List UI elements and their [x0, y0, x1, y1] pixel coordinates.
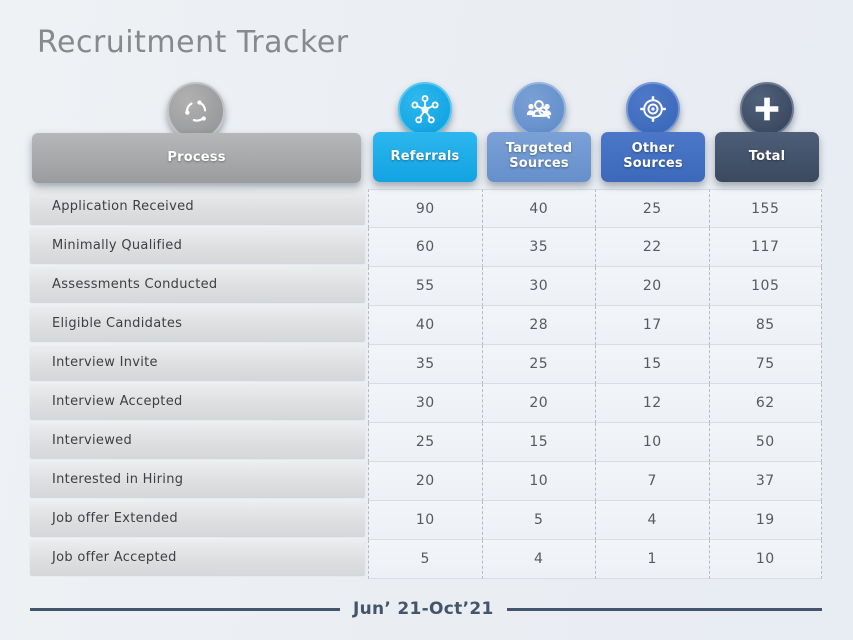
total-icon-circle — [740, 82, 794, 136]
referrals-value: 60 — [368, 228, 482, 267]
process-cell: Interview Accepted — [30, 384, 365, 419]
table-row: Interested in Hiring 20 10 7 37 — [30, 462, 822, 501]
referrals-value: 20 — [368, 462, 482, 501]
process-cycle-icon — [180, 95, 212, 127]
table-row: Job offer Accepted 5 4 1 10 — [30, 540, 822, 579]
network-icon — [409, 93, 441, 125]
targeted-value: 4 — [481, 540, 595, 579]
referrals-value: 35 — [368, 345, 482, 384]
other-value: 7 — [595, 462, 709, 501]
other-value: 1 — [595, 540, 709, 579]
targeted-value: 30 — [481, 267, 595, 306]
total-value: 117 — [708, 228, 822, 267]
table-row: Assessments Conducted 55 30 20 105 — [30, 267, 822, 306]
referrals-value: 90 — [368, 189, 482, 228]
process-cell: Minimally Qualified — [30, 228, 365, 263]
other-value: 25 — [595, 189, 709, 228]
page-title: Recruitment Tracker — [37, 25, 349, 60]
targeted-value: 10 — [481, 462, 595, 501]
referrals-value: 5 — [368, 540, 482, 579]
referrals-value: 55 — [368, 267, 482, 306]
other-value: 12 — [595, 384, 709, 423]
table-row: Minimally Qualified 60 35 22 117 — [30, 228, 822, 267]
total-value: 62 — [708, 384, 822, 423]
footer-left-rule — [30, 607, 340, 611]
recruitment-table: Application Received 90 40 25 155 Minima… — [30, 189, 822, 579]
process-cell: Eligible Candidates — [30, 306, 365, 341]
referrals-icon-circle — [398, 82, 452, 136]
other-sources-icon-circle — [626, 82, 680, 136]
process-column-header: Process — [32, 133, 361, 183]
process-cell: Interview Invite — [30, 345, 365, 380]
targeted-value: 20 — [481, 384, 595, 423]
total-value: 155 — [708, 189, 822, 228]
table-row: Application Received 90 40 25 155 — [30, 189, 822, 228]
total-value: 75 — [708, 345, 822, 384]
total-value: 19 — [708, 501, 822, 540]
total-value: 37 — [708, 462, 822, 501]
table-row: Job offer Extended 10 5 4 19 — [30, 501, 822, 540]
people-search-icon — [523, 93, 555, 125]
other-sources-column-header: Other Sources — [601, 132, 705, 182]
other-value: 22 — [595, 228, 709, 267]
other-value: 4 — [595, 501, 709, 540]
process-cell: Application Received — [30, 189, 365, 224]
process-cell: Interested in Hiring — [30, 462, 365, 497]
targeted-value: 40 — [481, 189, 595, 228]
date-range-label: Jun’ 21-Oct’21 — [353, 599, 494, 619]
table-row: Interview Accepted 30 20 12 62 — [30, 384, 822, 423]
process-cell: Job offer Accepted — [30, 540, 365, 575]
process-cell: Job offer Extended — [30, 501, 365, 536]
referrals-value: 25 — [368, 423, 482, 462]
other-value: 17 — [595, 306, 709, 345]
targeted-value: 28 — [481, 306, 595, 345]
targeted-value: 25 — [481, 345, 595, 384]
other-value: 10 — [595, 423, 709, 462]
table-row: Interview Invite 35 25 15 75 — [30, 345, 822, 384]
total-value: 105 — [708, 267, 822, 306]
target-icon — [637, 93, 669, 125]
process-icon-circle — [167, 82, 225, 140]
referrals-value: 10 — [368, 501, 482, 540]
referrals-column-header: Referrals — [373, 132, 477, 182]
plus-icon — [751, 93, 783, 125]
total-column-header: Total — [715, 132, 819, 182]
process-cell: Interviewed — [30, 423, 365, 458]
footer-right-rule — [506, 607, 822, 611]
total-value: 85 — [708, 306, 822, 345]
referrals-value: 30 — [368, 384, 482, 423]
table-row: Eligible Candidates 40 28 17 85 — [30, 306, 822, 345]
targeted-value: 15 — [481, 423, 595, 462]
total-value: 50 — [708, 423, 822, 462]
targeted-sources-icon-circle — [512, 82, 566, 136]
table-row: Interviewed 25 15 10 50 — [30, 423, 822, 462]
other-value: 15 — [595, 345, 709, 384]
process-cell: Assessments Conducted — [30, 267, 365, 302]
targeted-value: 5 — [481, 501, 595, 540]
targeted-value: 35 — [481, 228, 595, 267]
total-value: 10 — [708, 540, 822, 579]
referrals-value: 40 — [368, 306, 482, 345]
footer: Jun’ 21-Oct’21 — [30, 598, 822, 620]
targeted-sources-column-header: Targeted Sources — [487, 132, 591, 182]
other-value: 20 — [595, 267, 709, 306]
